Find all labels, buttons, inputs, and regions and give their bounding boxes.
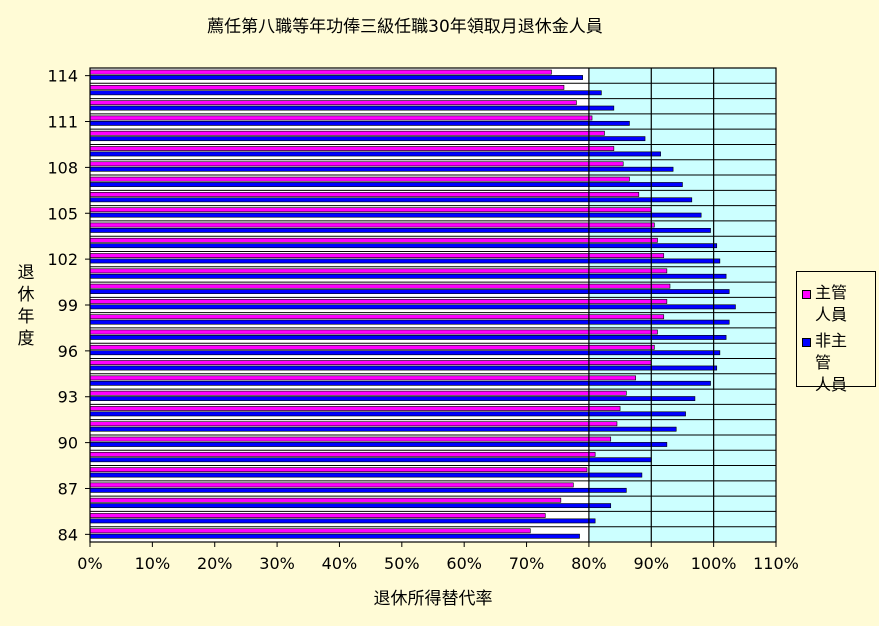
bar-supervisor-88 xyxy=(89,467,588,473)
bar-supervisor-106 xyxy=(89,192,640,197)
bar-supervisor-86 xyxy=(89,497,562,503)
x-tick-label: 90% xyxy=(633,554,669,573)
bar-supervisor-111 xyxy=(89,115,593,121)
bar-non-supervisor-113 xyxy=(89,90,602,96)
x-tick-label: 80% xyxy=(571,554,607,573)
bar-supervisor-95 xyxy=(89,360,652,366)
bar-non-supervisor-84 xyxy=(89,533,580,539)
legend-swatch-non-supervisor xyxy=(802,338,811,347)
bar-non-supervisor-85 xyxy=(89,518,596,524)
bar-non-supervisor-91 xyxy=(89,426,677,432)
bar-non-supervisor-106 xyxy=(89,197,693,203)
bar-supervisor-105 xyxy=(89,207,652,213)
bar-non-supervisor-103 xyxy=(89,243,718,249)
y-tick-label: 93 xyxy=(58,388,78,407)
legend-swatch-supervisor xyxy=(802,290,811,299)
y-tick-label: 111 xyxy=(47,113,78,132)
legend-item-supervisor: 主管 人員 xyxy=(802,282,875,326)
bar-supervisor-103 xyxy=(89,237,658,243)
bar-supervisor-113 xyxy=(89,84,565,90)
bar-non-supervisor-108 xyxy=(89,166,674,172)
bar-non-supervisor-104 xyxy=(89,228,711,233)
y-tick-label: 114 xyxy=(47,67,78,86)
x-tick-label: 30% xyxy=(259,554,295,573)
bar-non-supervisor-99 xyxy=(89,304,736,310)
x-tick-label: 110% xyxy=(753,554,799,573)
x-tick-label: 50% xyxy=(384,554,420,573)
bar-supervisor-85 xyxy=(89,513,546,518)
x-tick-label: 10% xyxy=(135,554,171,573)
bar-non-supervisor-100 xyxy=(89,289,730,294)
x-tick-label: 100% xyxy=(691,554,737,573)
bar-non-supervisor-93 xyxy=(89,396,696,401)
y-tick-label: 87 xyxy=(58,479,78,498)
bar-non-supervisor-97 xyxy=(89,335,727,340)
y-axis-label: 退休年度 xyxy=(18,263,35,349)
legend-label-supervisor-line1: 主管 xyxy=(815,283,848,302)
bar-non-supervisor-96 xyxy=(89,350,721,356)
y-tick-label: 105 xyxy=(47,204,78,223)
chart-legend: 主管 人員 非主管 人員 xyxy=(796,271,876,394)
bar-supervisor-104 xyxy=(89,222,655,228)
y-tick-label: 84 xyxy=(58,525,78,544)
bar-non-supervisor-114 xyxy=(89,75,583,80)
bar-non-supervisor-98 xyxy=(89,319,730,325)
y-tick-label: 102 xyxy=(47,250,78,269)
legend-label-non-supervisor-line1: 非主管 xyxy=(815,331,848,372)
bar-supervisor-92 xyxy=(89,406,621,411)
bar-supervisor-87 xyxy=(89,482,574,488)
bar-supervisor-112 xyxy=(89,100,577,106)
bar-supervisor-114 xyxy=(89,69,552,75)
x-tick-label: 40% xyxy=(322,554,358,573)
y-tick-label: 99 xyxy=(58,296,78,315)
bar-non-supervisor-92 xyxy=(89,411,686,417)
bar-non-supervisor-89 xyxy=(89,457,652,463)
bar-non-supervisor-107 xyxy=(89,182,683,187)
bar-supervisor-91 xyxy=(89,421,618,427)
bar-non-supervisor-95 xyxy=(89,365,718,371)
bar-non-supervisor-90 xyxy=(89,442,668,447)
chart-title: 薦任第八職等年功俸三級任職30年領取月退休金人員 xyxy=(207,17,603,37)
bar-supervisor-101 xyxy=(89,268,668,274)
bar-supervisor-100 xyxy=(89,283,671,289)
x-tick-label: 0% xyxy=(77,554,102,573)
bar-supervisor-89 xyxy=(89,451,596,457)
bar-supervisor-99 xyxy=(89,299,668,304)
bar-supervisor-102 xyxy=(89,253,665,258)
bar-non-supervisor-88 xyxy=(89,472,643,478)
bar-supervisor-97 xyxy=(89,329,658,335)
bar-supervisor-110 xyxy=(89,130,605,136)
bar-non-supervisor-102 xyxy=(89,258,721,264)
legend-item-non-supervisor: 非主管 人員 xyxy=(802,330,875,396)
x-tick-label: 70% xyxy=(509,554,545,573)
bar-non-supervisor-87 xyxy=(89,487,627,493)
bar-non-supervisor-111 xyxy=(89,120,630,126)
x-tick-label: 60% xyxy=(446,554,482,573)
bar-non-supervisor-101 xyxy=(89,273,727,279)
bar-supervisor-96 xyxy=(89,344,655,350)
bar-supervisor-107 xyxy=(89,176,630,182)
bar-supervisor-108 xyxy=(89,161,624,167)
bar-supervisor-98 xyxy=(89,314,665,320)
bar-non-supervisor-86 xyxy=(89,503,612,509)
x-axis-label: 退休所得替代率 xyxy=(374,589,493,609)
bar-non-supervisor-105 xyxy=(89,212,702,218)
bar-supervisor-94 xyxy=(89,375,636,381)
bar-supervisor-109 xyxy=(89,146,615,151)
y-tick-label: 90 xyxy=(58,434,78,453)
bar-supervisor-84 xyxy=(89,528,531,534)
y-tick-label: 108 xyxy=(47,158,78,177)
bar-non-supervisor-110 xyxy=(89,136,646,142)
legend-label-supervisor-line2: 人員 xyxy=(815,305,848,324)
bar-supervisor-90 xyxy=(89,436,612,442)
bar-non-supervisor-94 xyxy=(89,380,711,386)
legend-label-non-supervisor-line2: 人員 xyxy=(815,375,848,394)
x-tick-label: 20% xyxy=(197,554,233,573)
bar-supervisor-93 xyxy=(89,390,627,396)
y-tick-label: 96 xyxy=(58,342,78,361)
bar-non-supervisor-112 xyxy=(89,105,615,111)
bar-non-supervisor-109 xyxy=(89,151,661,157)
